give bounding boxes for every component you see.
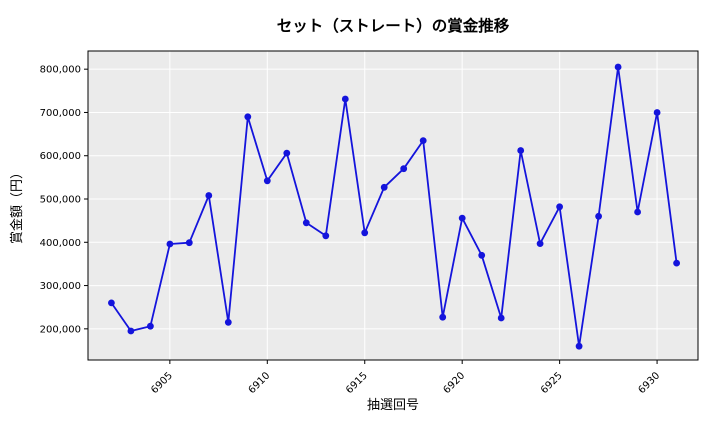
data-point-marker: [341, 95, 349, 103]
data-point-marker: [380, 183, 388, 191]
data-point-marker: [595, 212, 602, 220]
data-point-marker: [458, 214, 466, 222]
x-tick-label: 6920: [442, 370, 468, 396]
y-tick-label: 400,000: [40, 238, 81, 249]
data-point-marker: [673, 259, 680, 267]
y-tick-label: 600,000: [40, 151, 81, 162]
x-tick-label: 6915: [344, 370, 370, 396]
data-point-marker: [478, 251, 486, 259]
data-point-marker: [536, 240, 544, 248]
x-tick-label: 6925: [539, 370, 565, 396]
data-point-marker: [614, 63, 622, 71]
data-point-marker: [361, 229, 369, 237]
x-tick-label: 6930: [636, 370, 662, 396]
y-tick-label: 300,000: [40, 281, 81, 292]
data-point-marker: [224, 318, 232, 326]
data-point-marker: [497, 314, 505, 322]
y-tick-label: 500,000: [40, 195, 81, 206]
data-point-marker: [419, 137, 427, 145]
y-tick-label: 200,000: [40, 324, 81, 335]
chart-title: セット（ストレート）の賞金推移: [277, 16, 510, 35]
prize-line-series: [110, 66, 678, 348]
y-tick-label: 800,000: [40, 65, 81, 76]
data-point-marker: [302, 219, 310, 227]
data-point-marker: [185, 239, 193, 247]
plot-border: [87, 50, 699, 361]
plot-area: 6905 6910 6915 6920 6925 6930 200,000 300,000 40…: [40, 50, 699, 396]
y-axis-label: 賞金額（円）: [9, 166, 25, 244]
data-point-marker: [653, 109, 661, 116]
data-point-marker: [127, 327, 135, 335]
data-point-marker: [205, 192, 213, 199]
x-tick-label: 6910: [247, 370, 273, 396]
data-point-marker: [263, 177, 271, 185]
data-point-marker: [575, 342, 583, 350]
data-point-marker: [634, 208, 641, 216]
data-point-marker: [166, 240, 174, 248]
x-tick-label: 6905: [149, 370, 175, 396]
data-point-marker: [517, 147, 525, 154]
data-point-marker: [556, 203, 563, 211]
data-point-marker: [400, 165, 408, 173]
y-tick-label: 700,000: [40, 108, 81, 119]
data-point-marker: [147, 322, 154, 330]
data-point-marker: [108, 299, 115, 307]
data-point-marker: [322, 232, 330, 240]
plot-background: [88, 51, 698, 360]
data-point-marker: [244, 113, 252, 121]
data-point-marker: [439, 313, 447, 321]
data-point-marker: [283, 149, 291, 157]
x-axis-label: 抽選回号: [367, 398, 419, 413]
